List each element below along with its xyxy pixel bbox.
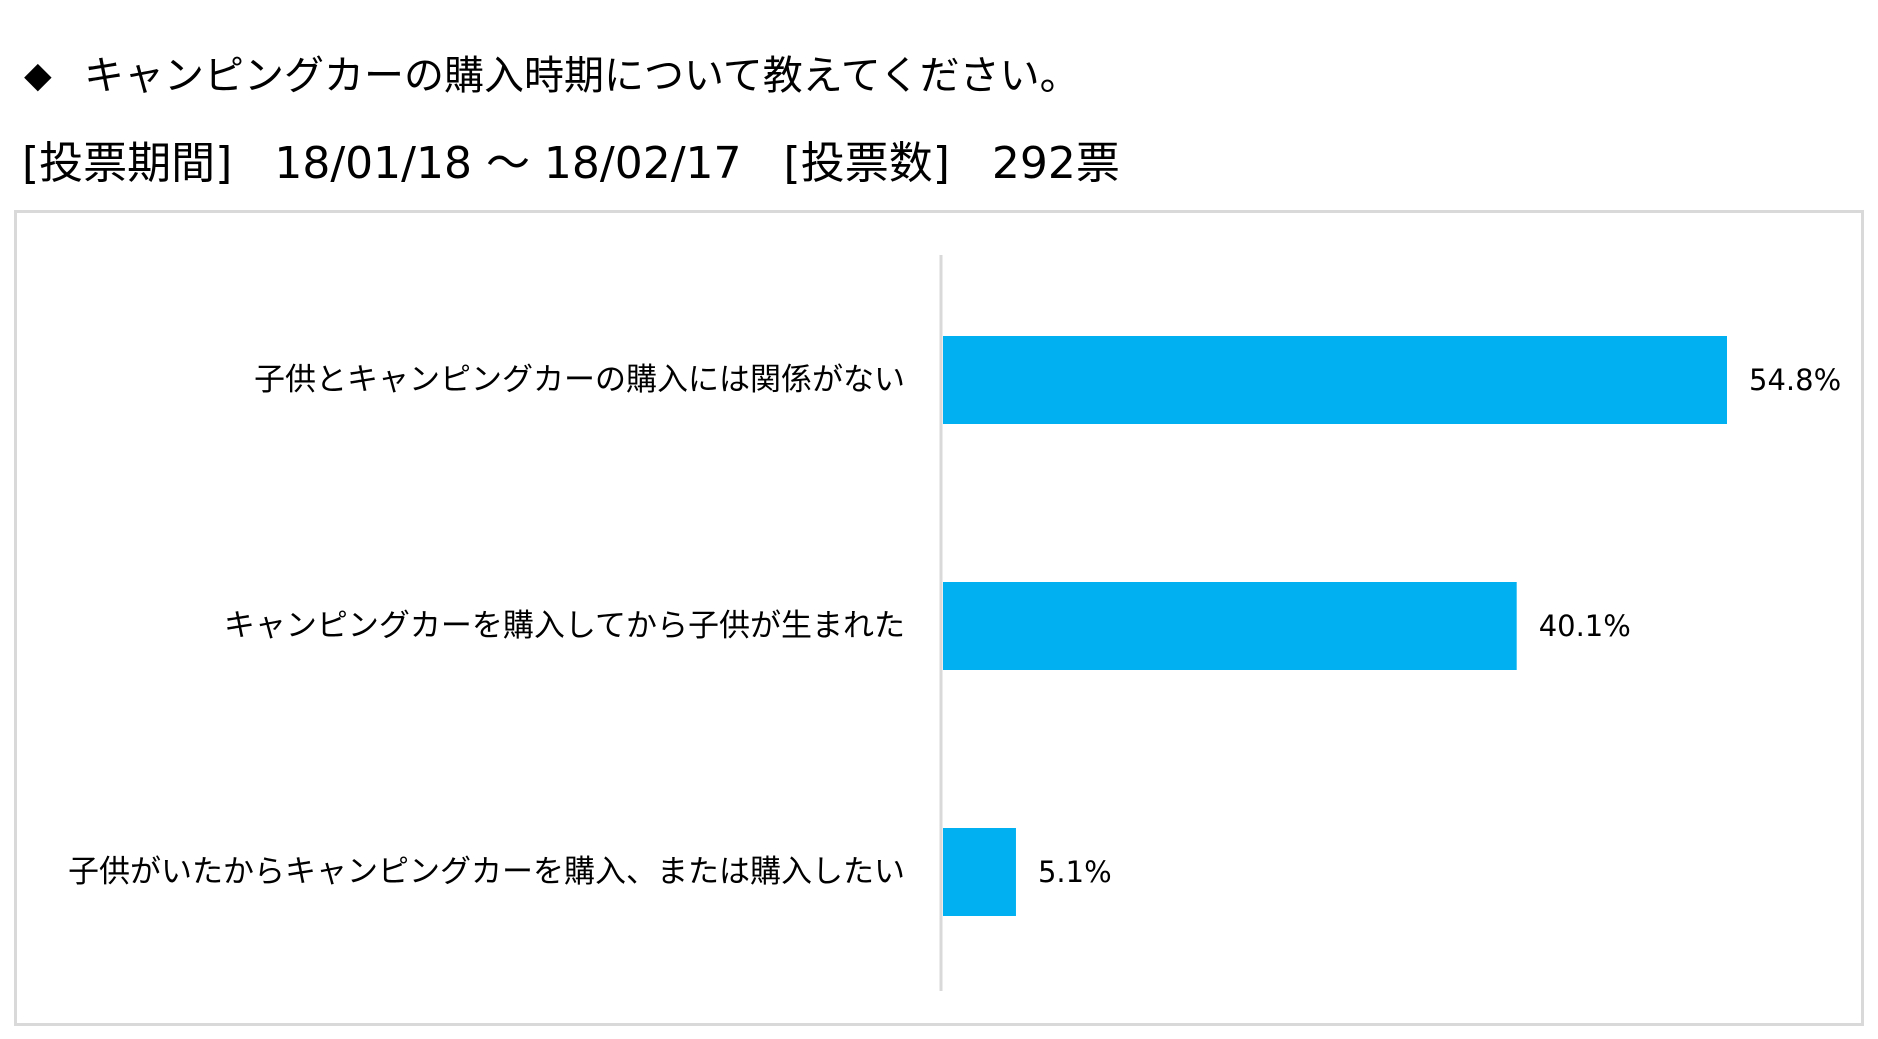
value-label-3: 5.1% — [1038, 855, 1112, 889]
category-label-1: 子供とキャンピングカーの購入には関係がない — [254, 362, 905, 398]
category-label-3: 子供がいたからキャンピングカーを購入、または購入したい — [68, 854, 905, 890]
period-value: 18/01/18 ～ 18/02/17 — [274, 138, 742, 189]
diamond-bullet-icon: ◆ — [24, 55, 52, 96]
bar-2 — [943, 582, 1517, 670]
value-label-2: 40.1% — [1539, 609, 1631, 643]
category-label-2: キャンピングカーを購入してから子供が生まれた — [224, 608, 905, 644]
bar-3 — [943, 828, 1016, 916]
survey-meta: [投票期間] 18/01/18 ～ 18/02/17 [投票数] 292票 — [22, 134, 1120, 194]
votes-value: 292票 — [991, 138, 1120, 189]
question-text: キャンピングカーの購入時期について教えてください。 — [84, 53, 1080, 99]
value-label-1: 54.8% — [1749, 363, 1841, 397]
question-heading: ◆ キャンピングカーの購入時期について教えてください。 — [24, 46, 1080, 106]
votes-label: [投票数] — [783, 138, 950, 189]
bar-1 — [943, 336, 1727, 424]
period-label: [投票期間] — [22, 138, 233, 189]
chart-frame: 子供とキャンピングカーの購入には関係がない 54.8% キャンピングカーを購入してか… — [14, 210, 1864, 1026]
bar-chart: 子供とキャンピングカーの購入には関係がない 54.8% キャンピングカーを購入してか… — [68, 255, 1841, 991]
